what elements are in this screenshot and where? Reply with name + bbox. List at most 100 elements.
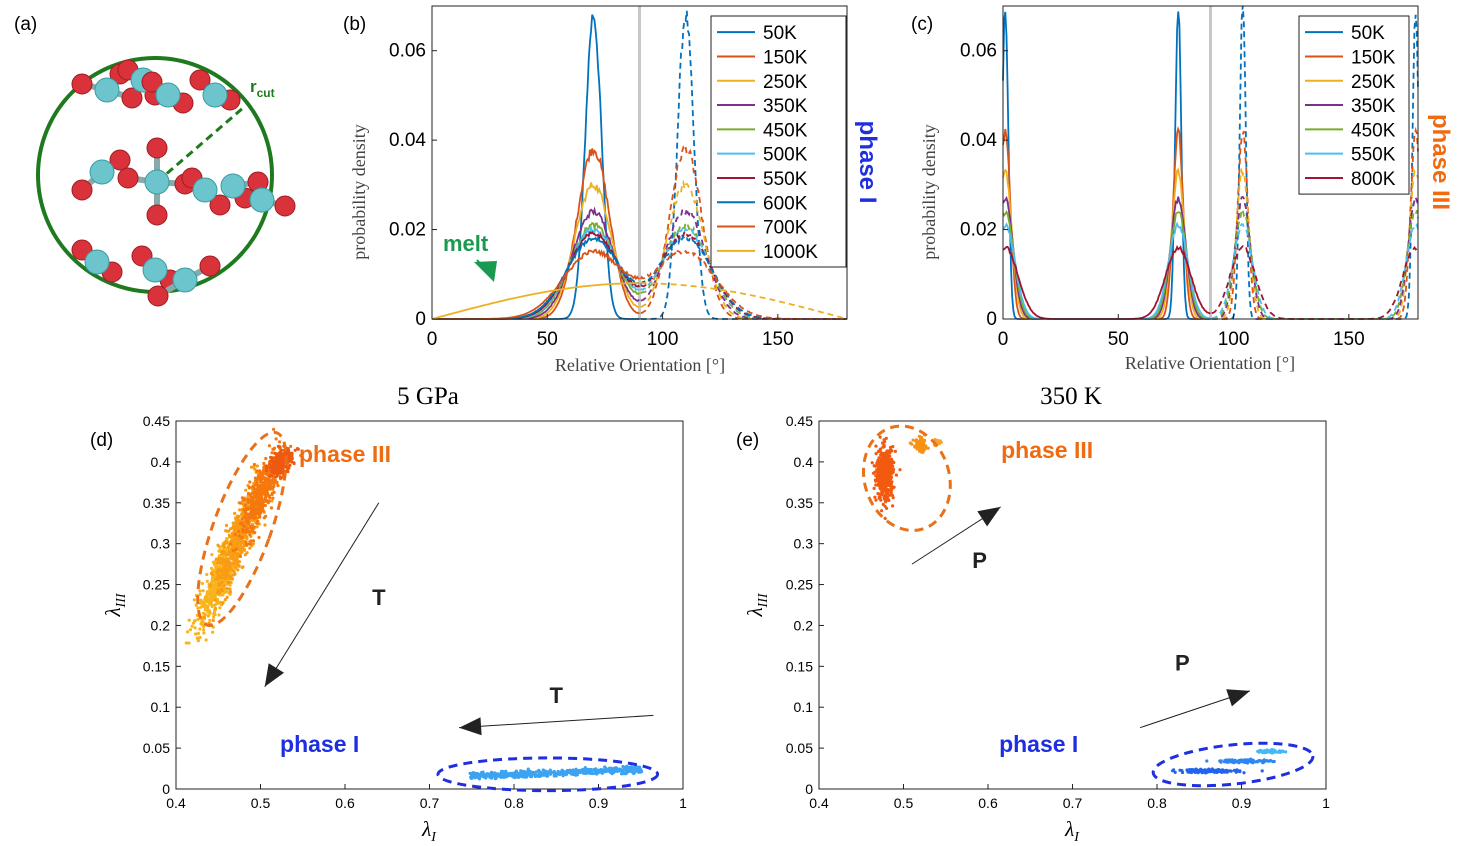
phase1-label: phase I <box>999 731 1078 757</box>
scatter-point <box>202 631 206 635</box>
scatter-point <box>217 582 221 586</box>
c-phase-label: phase III <box>1427 114 1454 210</box>
scatter-point <box>1194 769 1198 773</box>
scatter-point <box>202 628 206 632</box>
scatter-point <box>523 773 527 777</box>
scatter-point <box>908 441 913 445</box>
scatter-point <box>224 523 229 528</box>
scatter-point <box>237 560 241 564</box>
x-tick-label: 0.5 <box>251 795 271 811</box>
scatter-point <box>887 473 891 477</box>
scatter-point <box>498 772 502 776</box>
scatter-point <box>246 494 250 498</box>
scatter-point <box>203 608 207 612</box>
scatter-point <box>276 471 280 475</box>
scatter-point <box>493 777 497 781</box>
scatter-point <box>202 625 206 629</box>
scatter-point <box>238 541 242 545</box>
scatter-point <box>258 504 262 508</box>
carbon-atom <box>142 257 168 283</box>
scatter-point <box>247 485 251 489</box>
scatter-point <box>504 769 508 773</box>
scatter-point <box>264 479 268 483</box>
c-legend: 50K 150K 250K 350K 450K 550K 800K <box>1298 15 1410 195</box>
scatter-point <box>874 498 878 502</box>
series-line-50K <box>432 14 640 320</box>
scatter-point <box>242 508 246 512</box>
scatter-point <box>228 587 232 591</box>
y-tick-label: 0.3 <box>151 536 171 552</box>
scatter-point <box>564 773 568 777</box>
scatter-point <box>1269 750 1273 754</box>
scatter-point <box>225 573 229 577</box>
melt-arrow-head <box>474 261 497 282</box>
scatter-point <box>204 638 208 642</box>
scatter-point <box>876 492 880 496</box>
scatter-point <box>226 557 230 561</box>
scatter-point <box>924 444 928 448</box>
carbon-atom <box>249 187 275 213</box>
scatter-point <box>875 468 879 472</box>
melt-label: melt <box>443 231 489 256</box>
scatter-point <box>188 628 193 632</box>
oxygen-atom <box>199 255 221 277</box>
scatter-point <box>233 511 237 515</box>
x-tick-label: 0 <box>998 329 1009 350</box>
scatter-point <box>221 561 225 565</box>
scatter-point <box>199 622 203 626</box>
y-tick-label: 0.06 <box>389 41 426 62</box>
scatter-point <box>1261 759 1265 763</box>
scatter-point <box>481 770 485 774</box>
scatter-point <box>1180 769 1184 773</box>
e-points <box>870 433 1288 775</box>
scatter-point <box>882 489 886 493</box>
scatter-point <box>259 471 263 476</box>
scatter-point <box>252 495 256 499</box>
scatter-point <box>217 613 221 617</box>
scatter-point <box>256 476 260 480</box>
scatter-point <box>233 532 237 537</box>
y-tick-label: 0.15 <box>143 658 170 674</box>
scatter-point <box>203 603 207 607</box>
scatter-point <box>258 515 262 519</box>
x-tick-label: 0.6 <box>335 795 355 811</box>
scatter-point <box>473 776 477 780</box>
scatter-point <box>260 505 264 509</box>
scatter-point <box>258 498 262 502</box>
arrow-2-head <box>1226 689 1250 707</box>
scatter-point <box>1173 770 1177 775</box>
panel-b-line-chart: 0 50 100 150 0 0.02 0.04 0.06 Relative Orientat… <box>349 5 881 375</box>
scatter-point <box>219 569 223 573</box>
scatter-point <box>890 480 894 484</box>
scatter-point <box>268 480 272 484</box>
scatter-point <box>280 461 285 465</box>
d-overlay: phase III phase I T T <box>196 430 660 793</box>
scatter-point <box>239 522 243 526</box>
scatter-point <box>1260 769 1264 773</box>
scatter-point <box>296 447 300 451</box>
scatter-point <box>922 439 926 443</box>
scatter-point <box>237 514 241 518</box>
legend-label-450K: 450K <box>1351 120 1396 141</box>
scatter-point <box>286 447 290 451</box>
scatter-point <box>595 772 599 776</box>
x-tick-label: 0.8 <box>504 795 524 811</box>
scatter-point <box>263 496 267 500</box>
scatter-point <box>883 516 887 521</box>
panel-label-a: (a) <box>14 14 37 35</box>
scatter-point <box>249 539 253 543</box>
scatter-point <box>1249 757 1253 761</box>
arrow-2-head <box>459 717 482 736</box>
y-tick-label: 0.1 <box>794 699 814 715</box>
scatter-point <box>557 772 561 776</box>
scatter-point <box>584 771 588 775</box>
scatter-point <box>510 771 514 776</box>
scatter-point <box>268 462 272 466</box>
scatter-point <box>243 535 247 539</box>
d-points <box>184 427 644 781</box>
x-tick-label: 100 <box>1218 329 1250 350</box>
scatter-point <box>559 770 563 774</box>
scatter-point <box>588 771 592 775</box>
scatter-point <box>1205 759 1209 763</box>
